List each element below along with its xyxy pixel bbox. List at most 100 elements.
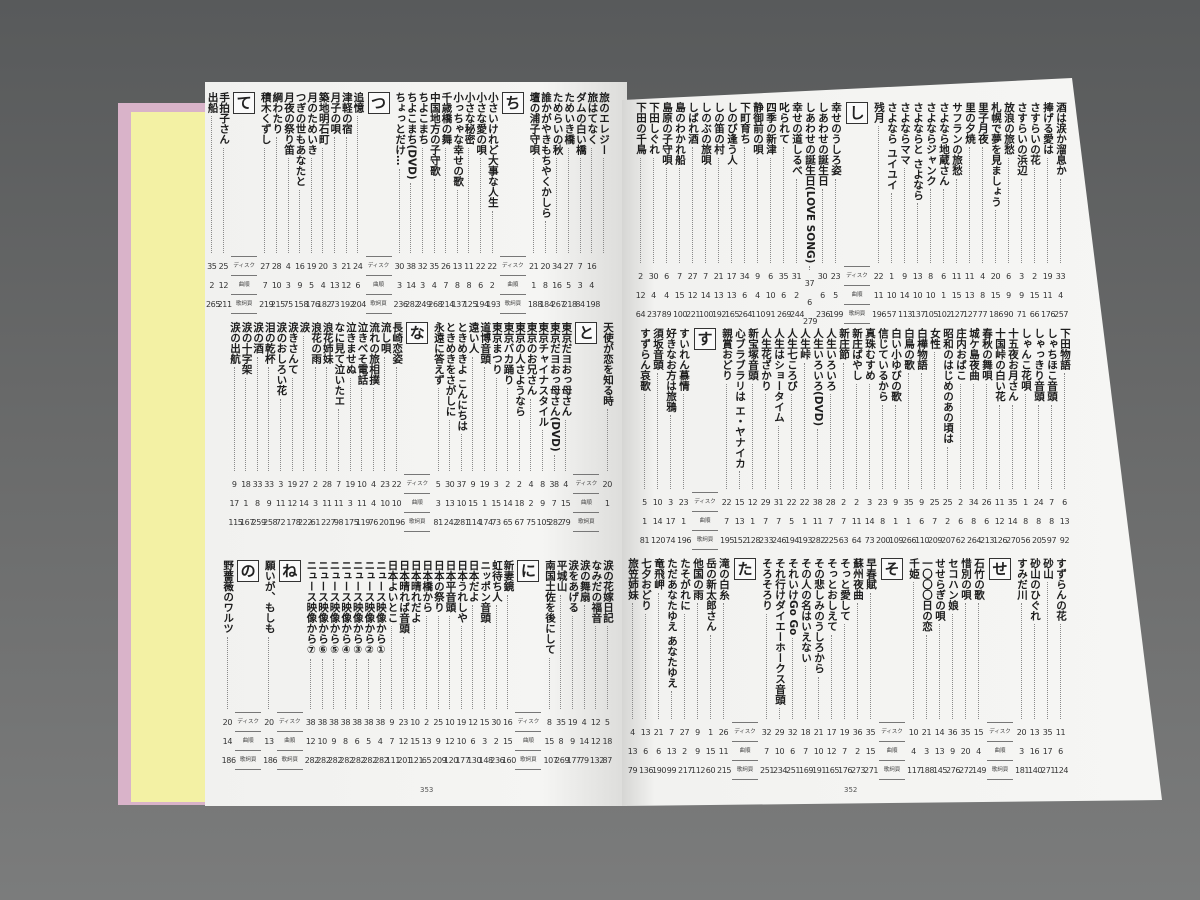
lyrics-page-number: 271 — [864, 766, 879, 775]
lyrics-page-number: 62 — [955, 536, 966, 545]
song-entry: 下田物語 6 13 92 — [1058, 328, 1071, 550]
disc-number: 36 — [852, 728, 863, 737]
lyrics-page-number: 258 — [263, 518, 278, 527]
song-title: ダムの白い橋 — [574, 92, 587, 155]
song-title: 人生はショータイム — [773, 328, 785, 423]
dotted-leader — [361, 388, 363, 471]
song-title: 早春賦 — [865, 558, 877, 590]
disc-number: 9 — [470, 480, 476, 489]
lyrics-page-number: 126 — [993, 536, 1008, 545]
track-number: 14 — [899, 291, 910, 300]
disc-number: 19 — [839, 728, 850, 737]
lyrics-page-number: 74 — [665, 536, 676, 545]
dotted-leader — [805, 666, 806, 719]
disc-number: 38 — [329, 718, 339, 727]
song-entry: 真珠むすめ 3 14 73 — [863, 328, 876, 550]
page-right: 352 酒は涙か溜息か 33 4 257 捧げる愛は 19 11 176 さすらいの花 2 15 66… — [622, 78, 1162, 806]
disc-number: 19 — [306, 262, 317, 271]
disc-number: 25 — [942, 498, 953, 507]
song-title: 下田の千鳥 — [635, 102, 647, 155]
index-row: 涙の花嫁日記 5 18 87 なみだの福音 12 12 132 涙の舞扇 4 14 79 涙をあげる 19… — [222, 560, 614, 770]
song-entry: なみだの福音 12 12 132 — [590, 560, 604, 770]
song-entry: 滝の白糸 26 11 215 — [717, 558, 731, 780]
disc-number: 38 — [305, 718, 316, 727]
kana-heading: ち — [501, 92, 524, 114]
dotted-leader — [878, 126, 879, 263]
dotted-leader — [372, 388, 374, 471]
section-header: しディスク 曲順 歌詞頁 — [844, 102, 870, 324]
track-number: 12 — [287, 499, 297, 508]
dotted-leader — [433, 179, 435, 253]
song-title: ニュース映像から⑥ — [316, 560, 329, 656]
track-number: 12 — [635, 291, 646, 300]
lyrics-page-number: 219 — [259, 300, 274, 309]
disc-number: 6 — [768, 272, 773, 281]
song-entry: 下町育ち 34 6 264 — [738, 102, 752, 324]
song-title: 遠い人 — [467, 322, 480, 354]
song-title: 涙の出航 — [228, 322, 241, 364]
song-entry: しの笛の村 21 13 192 — [712, 102, 726, 324]
disc-number: 26 — [440, 262, 451, 271]
disc-number: 30 — [491, 718, 501, 727]
song-title: その人の名はいえない — [800, 558, 812, 663]
track-number: 6 — [470, 737, 476, 746]
song-title: 小っちゃな幸せの歌 — [452, 92, 465, 187]
dotted-leader — [310, 659, 312, 709]
dotted-leader — [226, 636, 228, 709]
lyrics-page-number: 169 — [799, 766, 814, 775]
column-label-lyrics-page: 歌詞頁 — [235, 750, 262, 770]
disc-number: 32 — [417, 262, 428, 271]
disc-number: 28 — [322, 480, 332, 489]
song-entry: 親賞おどり 22 7 195 — [720, 328, 734, 550]
song-entry: 捧げる愛は 19 11 176 — [1041, 102, 1055, 324]
song-entry: 新宝塚音頭 12 1 128 — [746, 328, 760, 550]
disc-number: 26 — [718, 728, 729, 737]
track-number: 12 — [341, 281, 351, 290]
song-title: 道博音頭 — [479, 322, 492, 364]
column-label-disc: ディスク — [515, 712, 542, 731]
lyrics-page-number: 251 — [760, 766, 775, 775]
dotted-leader — [1060, 624, 1061, 719]
dotted-leader — [368, 659, 370, 709]
song-entry: セコハン娘 36 9 276 — [946, 558, 960, 780]
song-entry: 野薔薇のワルツ 20 14 186 — [222, 560, 236, 770]
song-title: 日本うれしや — [456, 560, 469, 623]
song-title: 月夜の祭り笛 — [282, 92, 295, 155]
column-label-lyrics-page: 歌詞頁 — [515, 750, 542, 770]
dotted-leader — [969, 147, 970, 263]
track-number: 4 — [370, 499, 376, 508]
song-title: 泣きべそ電話 — [356, 322, 369, 385]
dotted-leader — [264, 147, 266, 253]
dotted-leader — [705, 168, 706, 263]
lyrics-page-number: 270 — [1006, 536, 1021, 545]
song-entry: その人の名はいえない 18 7 169 — [799, 558, 814, 780]
track-number: 11 — [812, 517, 823, 526]
track-number: 8 — [1036, 517, 1041, 526]
disc-number: 35 — [960, 728, 971, 737]
track-number: 14 — [700, 291, 711, 300]
lyrics-page-number: 184 — [539, 300, 554, 309]
dotted-leader — [804, 362, 805, 489]
song-title: 千歳橋の舞 — [440, 92, 453, 145]
dotted-leader — [1047, 582, 1048, 719]
song-entry: 願いが、もしも 20 13 186 — [263, 560, 277, 770]
song-title: 人生花ざかり — [760, 328, 772, 391]
track-number: 9 — [540, 499, 545, 508]
song-title: 追憶 — [352, 92, 365, 113]
song-title: さよならジャンク — [925, 102, 937, 186]
disc-number: 2 — [312, 480, 318, 489]
dotted-leader — [321, 659, 323, 709]
song-title: すみだ川 — [1016, 558, 1028, 600]
dotted-leader — [1064, 373, 1065, 489]
lyrics-page-number: 120 — [651, 536, 666, 545]
disc-number: 6 — [1062, 498, 1067, 507]
disc-number: 21 — [921, 728, 932, 737]
lyrics-page-number: 152 — [733, 536, 748, 545]
lyrics-page-number: 266 — [902, 536, 917, 545]
disc-number: 24 — [1033, 498, 1044, 507]
song-entry: すみだ川 20 3 181 — [1015, 558, 1029, 780]
song-title: 新妻鏡 — [502, 560, 515, 592]
dotted-leader — [567, 147, 569, 253]
dotted-leader — [379, 659, 381, 709]
lyrics-page-number: 90 — [1003, 310, 1014, 319]
